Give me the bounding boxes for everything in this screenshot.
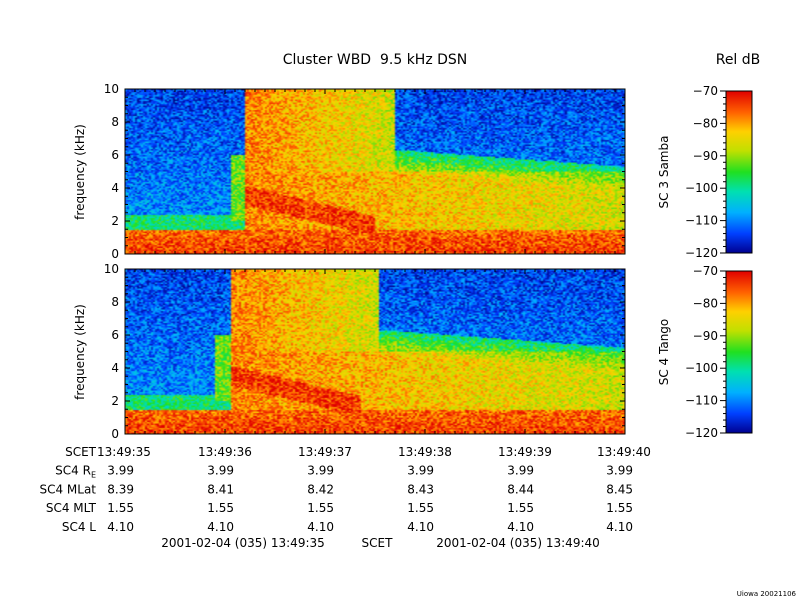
colorbar-title: Rel dB bbox=[716, 52, 761, 68]
ephemeris-value: 8.44 bbox=[507, 482, 534, 496]
y-tick-label: 0 bbox=[111, 427, 119, 441]
x-tick-label: 13:49:40 bbox=[597, 445, 651, 459]
colorbar-sc4: −70 −80 −90 −100 −110 −120 SC 4 Tango bbox=[657, 264, 753, 440]
colorbar-tick-label: −90 bbox=[693, 329, 718, 343]
ephemeris-value: 4.10 bbox=[307, 520, 334, 534]
panel-ticks-sc3: 0 2 4 6 8 10 bbox=[104, 82, 626, 261]
ephemeris-value: 1.55 bbox=[107, 501, 134, 515]
panel-name-sc3: SC 3 Samba bbox=[657, 136, 671, 209]
y-tick-label: 4 bbox=[111, 181, 119, 195]
x-tick-label: 13:49:36 bbox=[198, 445, 252, 459]
colorbar-tick-label: −110 bbox=[685, 214, 718, 228]
y-tick-label: 6 bbox=[111, 148, 119, 162]
colorbar-tick-label: −100 bbox=[685, 181, 718, 195]
ephemeris-value: 4.10 bbox=[207, 520, 234, 534]
ephemeris-value: 3.99 bbox=[307, 464, 334, 478]
ephemeris-value: 8.39 bbox=[107, 482, 134, 496]
ephemeris-value: 1.55 bbox=[307, 501, 334, 515]
colorbar-tick-label: −80 bbox=[693, 116, 718, 130]
ephemeris-value: 8.42 bbox=[307, 482, 334, 496]
x-tick-label: 13:49:37 bbox=[298, 445, 352, 459]
ephemeris-value: 4.10 bbox=[107, 520, 134, 534]
ephemeris-row-label: SC4 MLT bbox=[46, 501, 97, 515]
time-span-start: 2001-02-04 (035) 13:49:35 bbox=[161, 536, 325, 550]
ephemeris-value: 4.10 bbox=[507, 520, 534, 534]
spectrogram-panel-sc4: 0 2 4 6 8 10 frequency (kHz) bbox=[73, 262, 626, 441]
time-span-middle: SCET bbox=[362, 536, 394, 550]
colorbar-tick-label: −120 bbox=[685, 246, 718, 260]
x-tick-label: 13:49:38 bbox=[398, 445, 452, 459]
ephemeris-value: 8.41 bbox=[207, 482, 234, 496]
ephemeris-row-label: SC4 MLat bbox=[39, 482, 96, 496]
spectrogram-panel-sc3: 0 2 4 6 8 10 frequency (kHz) bbox=[73, 82, 626, 261]
panel-ticks-sc4: 0 2 4 6 8 10 bbox=[104, 262, 626, 441]
colorbar-tick-label: −70 bbox=[693, 264, 718, 278]
y-tick-label: 10 bbox=[104, 262, 119, 276]
y-tick-label: 8 bbox=[111, 115, 119, 129]
ephemeris-value: 8.43 bbox=[407, 482, 434, 496]
x-tick-label: 13:49:35 bbox=[97, 445, 151, 459]
ephemeris-value: 8.45 bbox=[606, 482, 633, 496]
ephemeris-header-label: SCET bbox=[65, 445, 97, 459]
y-tick-label: 6 bbox=[111, 328, 119, 342]
colorbar-ticks-sc3: −70 −80 −90 −100 −110 −120 bbox=[685, 84, 726, 260]
ephemeris-value: 4.10 bbox=[606, 520, 633, 534]
spectrogram-image-sc4 bbox=[125, 269, 625, 434]
spectrogram-image-sc3 bbox=[125, 89, 625, 254]
ephemeris-value: 4.10 bbox=[407, 520, 434, 534]
ephemeris-value: 1.55 bbox=[207, 501, 234, 515]
y-tick-label: 2 bbox=[111, 214, 119, 228]
y-axis-label-sc4: frequency (kHz) bbox=[73, 304, 87, 400]
ephemeris-value: 1.55 bbox=[606, 501, 633, 515]
colorbar-tick-label: −80 bbox=[693, 296, 718, 310]
ephemeris-row-label: SC4 RE bbox=[55, 464, 96, 480]
y-axis-label-sc3: frequency (kHz) bbox=[73, 124, 87, 220]
ephemeris-value: 3.99 bbox=[107, 464, 134, 478]
ephemeris-value: 1.55 bbox=[407, 501, 434, 515]
chart-title: Cluster WBD 9.5 kHz DSN bbox=[283, 52, 468, 68]
colorbar-tick-label: −110 bbox=[685, 394, 718, 408]
ephemeris-value: 3.99 bbox=[606, 464, 633, 478]
y-tick-label: 0 bbox=[111, 247, 119, 261]
ephemeris-row-label: SC4 L bbox=[62, 520, 96, 534]
x-tick-label: 13:49:39 bbox=[498, 445, 552, 459]
colorbar-tick-label: −90 bbox=[693, 149, 718, 163]
time-span-end: 2001-02-04 (035) 13:49:40 bbox=[436, 536, 600, 550]
y-tick-label: 8 bbox=[111, 295, 119, 309]
ephemeris-value: 3.99 bbox=[207, 464, 234, 478]
footer-tag: Uiowa 20021106 bbox=[737, 590, 797, 598]
ephemeris-value: 3.99 bbox=[507, 464, 534, 478]
ephemeris-value: 1.55 bbox=[507, 501, 534, 515]
colorbar-tick-label: −120 bbox=[685, 426, 718, 440]
panel-name-sc4: SC 4 Tango bbox=[657, 319, 671, 386]
y-tick-label: 2 bbox=[111, 394, 119, 408]
ephemeris-value: 3.99 bbox=[407, 464, 434, 478]
colorbar-tick-label: −100 bbox=[685, 361, 718, 375]
colorbar-tick-label: −70 bbox=[693, 84, 718, 98]
colorbar-ticks-sc4: −70 −80 −90 −100 −110 −120 bbox=[685, 264, 726, 440]
ephemeris-table: SCET 13:49:35 13:49:36 13:49:37 13:49:38 13:4… bbox=[39, 445, 651, 534]
y-tick-label: 10 bbox=[104, 82, 119, 96]
colorbar-sc3: −70 −80 −90 −100 −110 −120 SC 3 Samba bbox=[657, 84, 753, 260]
y-tick-label: 4 bbox=[111, 361, 119, 375]
